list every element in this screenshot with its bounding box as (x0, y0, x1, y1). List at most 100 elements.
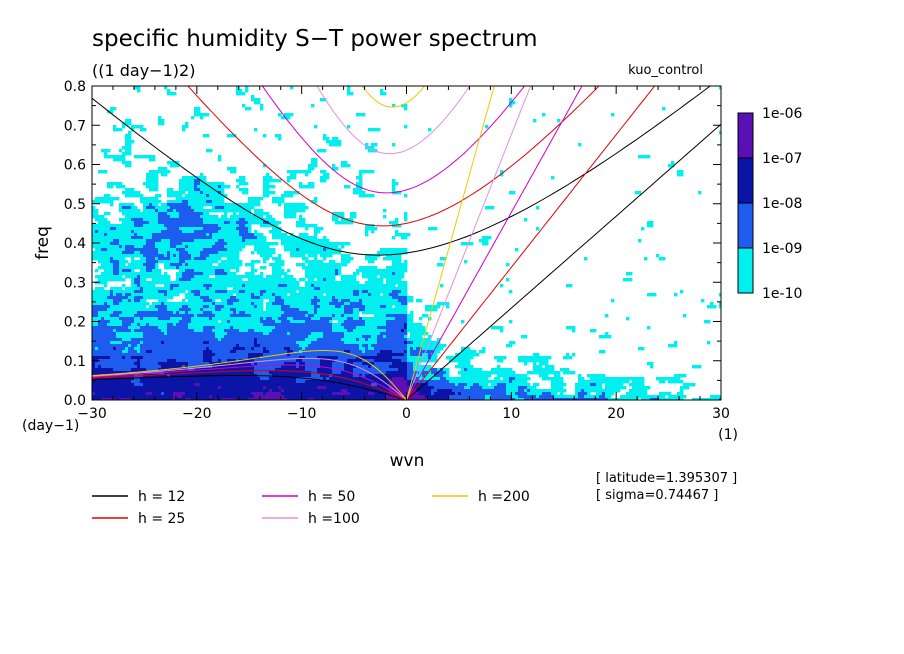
power-cell (191, 326, 195, 330)
power-cell (185, 251, 189, 255)
power-cell (284, 278, 288, 282)
power-cell (296, 398, 300, 400)
power-cell (137, 251, 141, 255)
power-cell (287, 314, 291, 318)
power-cell (263, 284, 267, 288)
power-cell (290, 398, 294, 400)
power-cell (233, 203, 237, 207)
power-cell (212, 257, 216, 261)
power-cell (101, 329, 105, 333)
power-cell (218, 206, 222, 210)
power-cell (209, 344, 213, 348)
power-cell (227, 254, 231, 258)
power-cell (167, 344, 171, 348)
power-cell (317, 245, 321, 249)
power-cell (155, 182, 159, 186)
power-cell (287, 323, 291, 327)
power-cell (125, 302, 129, 306)
power-cell (161, 341, 165, 345)
power-cell (233, 395, 237, 399)
power-cell (185, 200, 189, 204)
power-cell (98, 230, 102, 234)
power-cell (317, 284, 321, 288)
power-cell (218, 287, 222, 291)
power-cell (287, 176, 291, 180)
power-cell (227, 266, 231, 270)
power-cell (314, 308, 318, 312)
power-cell (137, 275, 141, 279)
power-cell (194, 344, 198, 348)
power-cell (122, 320, 126, 324)
power-cell (230, 203, 234, 207)
power-cell (137, 389, 141, 393)
power-cell (284, 374, 288, 378)
power-cell (230, 227, 234, 231)
power-cell (170, 365, 174, 369)
power-cell (221, 392, 225, 396)
power-cell (140, 281, 144, 285)
power-cell (278, 179, 282, 183)
power-cell (209, 260, 213, 264)
power-cell (221, 338, 225, 342)
power-cell (167, 245, 171, 249)
power-cell (218, 311, 222, 315)
power-cell (170, 218, 174, 222)
power-cell (194, 326, 198, 330)
power-cell (158, 314, 162, 318)
power-cell (167, 383, 171, 387)
power-cell (284, 338, 288, 342)
power-cell (146, 332, 150, 336)
power-cell (227, 242, 231, 246)
power-cell (182, 227, 186, 231)
power-cell (263, 332, 267, 336)
power-cell (269, 263, 273, 267)
power-cell (281, 116, 285, 120)
power-cell (119, 353, 123, 357)
power-cell (239, 278, 243, 282)
power-cell (206, 335, 210, 339)
power-cell (197, 302, 201, 306)
power-cell (122, 314, 126, 318)
power-cell (305, 308, 309, 312)
power-cell (293, 317, 297, 321)
power-cell (191, 266, 195, 270)
power-cell (293, 386, 297, 390)
power-cell (200, 308, 204, 312)
power-cell (278, 302, 282, 306)
power-cell (254, 398, 258, 400)
power-cell (182, 362, 186, 366)
power-cell (131, 290, 135, 294)
power-cell (119, 260, 123, 264)
power-cell (119, 386, 123, 390)
power-cell (113, 347, 117, 351)
power-cell (227, 371, 231, 375)
power-cell (254, 293, 258, 297)
power-cell (269, 350, 273, 354)
power-cell (122, 233, 126, 237)
power-cell (101, 356, 105, 360)
power-cell (113, 251, 117, 255)
power-cell (104, 278, 108, 282)
power-cell (314, 272, 318, 276)
power-cell (137, 254, 141, 258)
power-cell (218, 353, 222, 357)
power-cell (257, 365, 261, 369)
power-cell (269, 371, 273, 375)
power-cell (239, 320, 243, 324)
power-cell (254, 326, 258, 330)
power-cell (131, 284, 135, 288)
power-cell (92, 257, 96, 261)
power-cell (188, 344, 192, 348)
power-cell (212, 350, 216, 354)
power-cell (242, 392, 246, 396)
power-cell (161, 395, 165, 399)
power-cell (107, 311, 111, 315)
power-cell (299, 314, 303, 318)
power-cell (194, 242, 198, 246)
power-cell (98, 362, 102, 366)
power-cell (269, 185, 273, 189)
power-cell (296, 365, 300, 369)
power-cell (143, 323, 147, 327)
power-cell (242, 104, 246, 108)
power-cell (275, 326, 279, 330)
